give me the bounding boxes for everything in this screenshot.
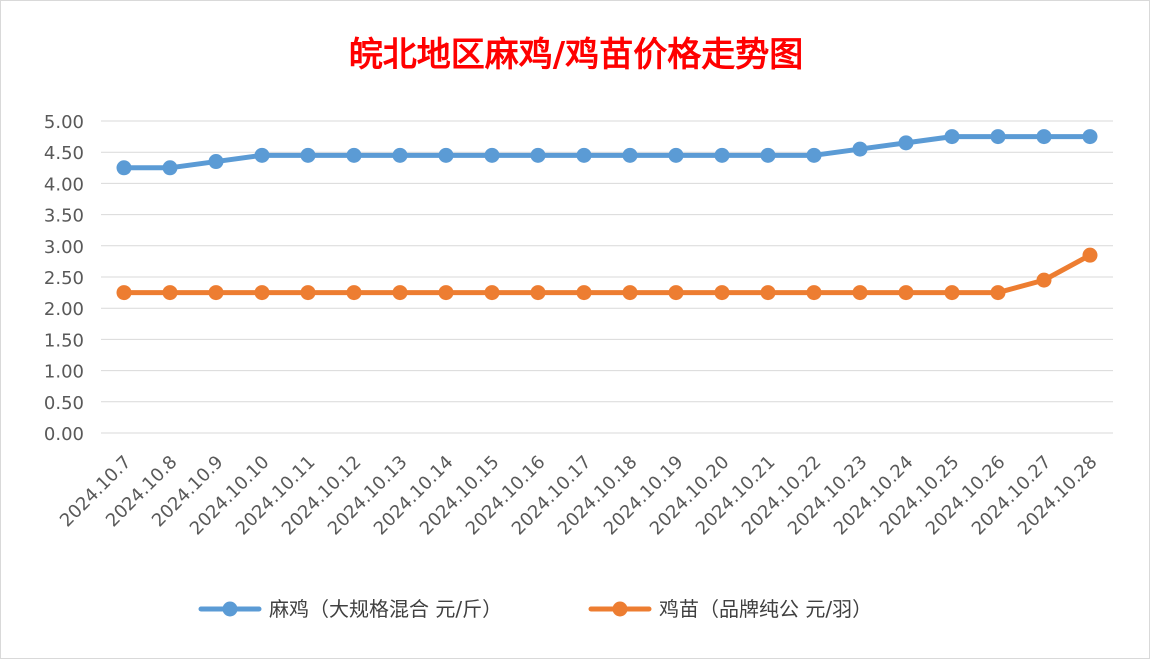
data-point: [944, 285, 960, 301]
data-point: [760, 285, 776, 301]
data-point: [300, 285, 316, 301]
data-point: [576, 147, 592, 163]
data-point: [806, 285, 822, 301]
y-tick-label: 0.50: [44, 393, 84, 414]
data-point: [806, 147, 822, 163]
data-point: [530, 147, 546, 163]
y-tick-label: 4.50: [44, 143, 84, 164]
y-tick-label: 4.00: [44, 174, 84, 195]
data-point: [162, 160, 178, 176]
legend-label: 鸡苗（品牌纯公 元/羽）: [659, 597, 872, 621]
data-point: [392, 147, 408, 163]
data-point: [1036, 272, 1052, 288]
data-point: [484, 285, 500, 301]
data-point: [254, 285, 270, 301]
series-2: [116, 247, 1098, 301]
data-point: [300, 147, 316, 163]
data-point: [254, 147, 270, 163]
series-lines: [116, 129, 1098, 301]
series-line: [121, 252, 1093, 296]
y-tick-label: 2.50: [44, 268, 84, 289]
data-point: [852, 285, 868, 301]
data-point: [116, 285, 132, 301]
y-tick-label: 2.00: [44, 299, 84, 320]
legend-marker-dot: [222, 601, 238, 617]
data-point: [392, 285, 408, 301]
data-point: [944, 129, 960, 145]
data-point: [714, 285, 730, 301]
data-point: [576, 285, 592, 301]
data-point: [622, 147, 638, 163]
series-1: [116, 129, 1098, 176]
legend-marker-dot: [612, 601, 628, 617]
legend-item-1: 麻鸡（大规格混合 元/斤）: [198, 597, 502, 621]
y-tick-label: 5.00: [44, 112, 84, 133]
data-point: [714, 147, 730, 163]
y-tick-label: 1.00: [44, 362, 84, 383]
data-point: [208, 154, 224, 170]
data-point: [668, 285, 684, 301]
data-point: [530, 285, 546, 301]
data-point: [852, 141, 868, 157]
data-point: [760, 147, 776, 163]
data-point: [1082, 247, 1098, 263]
y-tick-label: 0.00: [44, 424, 84, 445]
data-point: [438, 285, 454, 301]
data-point: [438, 147, 454, 163]
data-point: [484, 147, 500, 163]
data-point: [668, 147, 684, 163]
data-point: [1036, 129, 1052, 145]
data-point: [208, 285, 224, 301]
legend: 麻鸡（大规格混合 元/斤） 鸡苗（品牌纯公 元/羽）: [198, 597, 872, 621]
data-point: [1082, 129, 1098, 145]
chart-title: 皖北地区麻鸡/鸡苗价格走势图: [349, 35, 803, 75]
data-point: [622, 285, 638, 301]
x-axis-tick-labels: 2024.10.72024.10.82024.10.92024.10.10202…: [56, 452, 1102, 540]
y-tick-label: 3.50: [44, 206, 84, 227]
y-axis-tick-labels: 0.00 0.50 1.00 1.50 2.00 2.50 3.00 3.50 4.00 4.50…: [44, 112, 84, 445]
data-point: [116, 160, 132, 176]
data-point: [990, 129, 1006, 145]
data-point: [898, 135, 914, 151]
data-point: [162, 285, 178, 301]
gridlines: [101, 120, 1113, 434]
legend-item-2: 鸡苗（品牌纯公 元/羽）: [588, 597, 872, 621]
legend-label: 麻鸡（大规格混合 元/斤）: [269, 597, 502, 621]
y-tick-label: 3.00: [44, 237, 84, 258]
data-point: [346, 147, 362, 163]
data-point: [346, 285, 362, 301]
series-line: [121, 134, 1093, 171]
data-point: [898, 285, 914, 301]
data-point: [990, 285, 1006, 301]
y-tick-label: 1.50: [44, 330, 84, 351]
